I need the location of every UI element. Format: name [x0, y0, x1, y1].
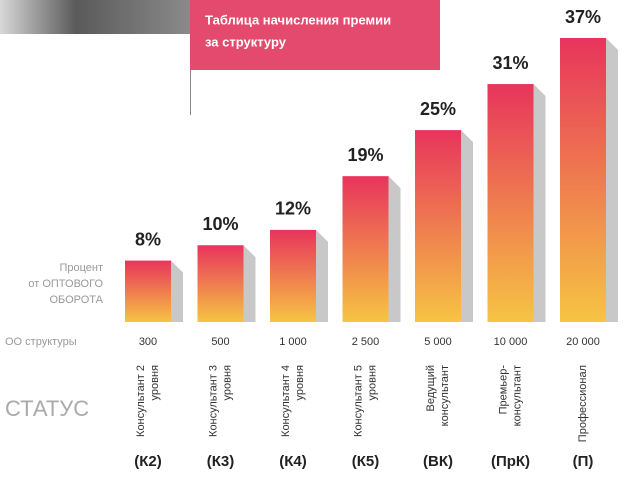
status-label: Премьер-	[497, 365, 509, 415]
status-code: (К5)	[352, 453, 380, 470]
status-code: (ВК)	[423, 453, 453, 470]
value-label: 37%	[565, 7, 601, 27]
status-code: (ПрК)	[491, 453, 530, 470]
value-label: 19%	[347, 145, 383, 165]
structure-volume: 1 000	[279, 336, 307, 348]
status-code: (К4)	[279, 453, 307, 470]
bar-side	[533, 84, 546, 323]
value-label: 12%	[275, 199, 311, 219]
status-label: консультант	[439, 365, 451, 426]
row-label: СТАТУС	[5, 396, 89, 421]
status: Консультант 5 уровня	[352, 365, 378, 437]
structure-volume: 2 500	[352, 336, 380, 348]
status-code: (К3)	[207, 453, 235, 470]
status-label: уровня	[294, 365, 306, 401]
bar-side	[243, 245, 256, 322]
bar	[197, 245, 244, 322]
bar	[125, 260, 171, 322]
bar-side	[388, 176, 401, 322]
structure-volume: 20 000	[566, 336, 600, 348]
axis-label: ОБОРОТА	[49, 294, 103, 306]
bar-side	[171, 260, 183, 322]
status-label: Консультант 4	[280, 365, 292, 437]
bar	[342, 176, 389, 322]
bar	[270, 229, 316, 322]
status-label: Профессионал	[577, 365, 589, 442]
status-label: Консультант 2	[135, 365, 147, 437]
status-label: Ведущий	[425, 365, 437, 411]
value-label: 8%	[135, 229, 161, 249]
value-label: 25%	[420, 99, 456, 119]
status: Консультант 2 уровня	[135, 365, 161, 437]
axis-label: от ОПТОВОГО	[28, 278, 103, 290]
structure-volume: 300	[139, 336, 157, 348]
axis-label: Процент	[59, 262, 103, 274]
status-label: уровня	[221, 365, 233, 401]
bar-side	[461, 130, 473, 322]
bar-side	[316, 229, 328, 322]
structure-volume: 5 000	[424, 336, 452, 348]
status-label: уровня	[149, 365, 161, 401]
bar-side	[606, 38, 618, 322]
status: Ведущий консультант	[425, 365, 451, 426]
title-line: за структуру	[205, 34, 287, 49]
structure-volume: 500	[211, 336, 229, 348]
status-label: консультант	[511, 365, 523, 426]
status-code: (К2)	[134, 453, 162, 470]
status-label: уровня	[366, 365, 378, 401]
status: Премьер-консультант	[497, 365, 523, 427]
value-label: 10%	[202, 214, 238, 234]
title-line: Таблица начисления премии	[205, 12, 391, 27]
structure-volume: 10 000	[494, 336, 528, 348]
status: Консультант 3 уровня	[207, 365, 233, 437]
status-label: Консультант 5	[352, 365, 364, 437]
status-label: Консультант 3	[207, 365, 219, 437]
status: Консультант 4 уровня	[280, 365, 306, 437]
status-code: (П)	[573, 453, 594, 470]
status: Профессионал	[577, 365, 589, 442]
value-label: 31%	[492, 53, 528, 73]
bar	[487, 84, 534, 323]
title-box	[190, 0, 440, 70]
photo	[0, 0, 190, 34]
bar	[415, 130, 461, 322]
row-label: ОО структуры	[5, 336, 77, 348]
bar	[560, 38, 606, 322]
